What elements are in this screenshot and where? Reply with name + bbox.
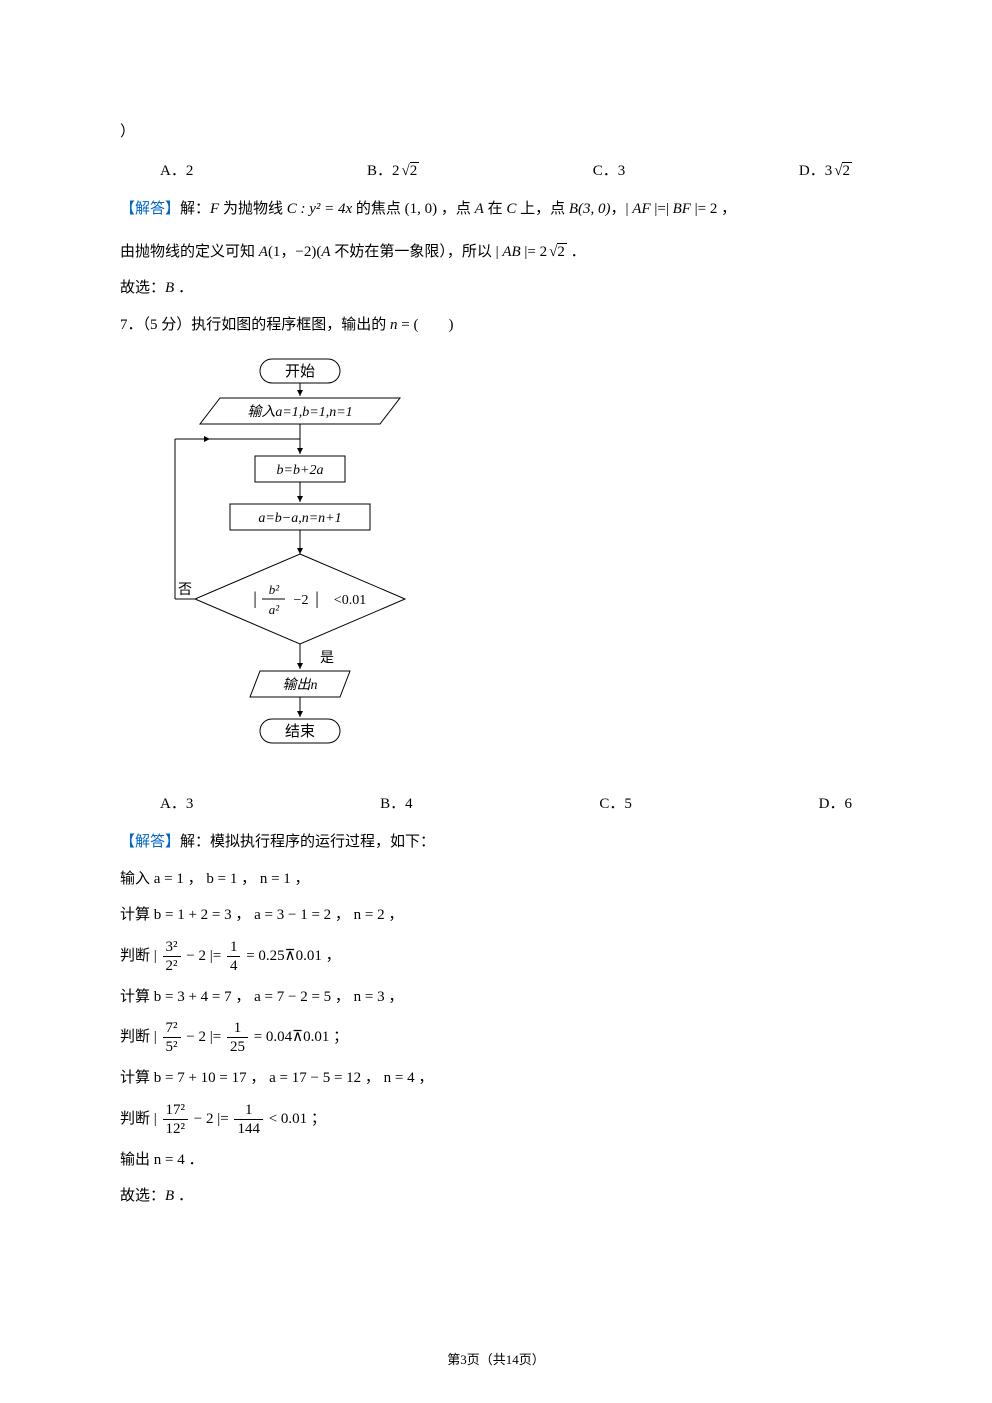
q6-sol-line2: 由抛物线的定义可知 A(1，−2)(A 不妨在第一象限），所以 | AB |= … xyxy=(120,238,892,267)
q6-choose: 故选：B ． xyxy=(120,274,892,303)
svg-text:a²: a² xyxy=(269,602,281,617)
svg-text:是: 是 xyxy=(320,651,334,666)
q7-sol-l5: 计算 b = 3 + 4 = 7 ， a = 7 − 2 = 5 ， n = 3… xyxy=(120,983,892,1012)
page-container: ） A．2 B．22 C．3 D．32 【解答】解：F 为抛物线 C : y² … xyxy=(0,0,992,1403)
svg-text:输出n: 输出n xyxy=(283,677,318,693)
answer-label: 【解答】 xyxy=(120,834,180,850)
flowchart: 开始 输入a=1,b=1,n=1 b=b+2a a=b−a,n=n+1 | b²… xyxy=(150,354,892,775)
q7-sol-l2: 输入 a = 1 ， b = 1 ， n = 1 ， xyxy=(120,865,892,894)
q7-sol-l1: 【解答】解：模拟执行程序的运行过程，如下： xyxy=(120,828,892,857)
q7-sol-l7: 计算 b = 7 + 10 = 17 ， a = 17 − 5 = 12 ， n… xyxy=(120,1064,892,1093)
q6-options: A．2 B．22 C．3 D．32 xyxy=(120,157,892,186)
q7-opt-d: D．6 xyxy=(819,790,852,819)
page-footer: 第3页（共14页） xyxy=(0,1348,992,1373)
q7-sol-l4: 判断 | 3²2² − 2 |= 14 = 0.25⊼0.01 ， xyxy=(120,938,892,975)
opt-c: C．3 xyxy=(593,157,626,186)
q7-options: A．3 B．4 C．5 D．6 xyxy=(120,790,892,819)
q7-opt-c: C．5 xyxy=(599,790,632,819)
svg-text:b=b+2a: b=b+2a xyxy=(277,463,324,478)
q7-stem: 7．（5 分）执行如图的程序框图，输出的 n = ( ) xyxy=(120,311,892,340)
opt-a: A．2 xyxy=(160,157,193,186)
opt-b: B．22 xyxy=(367,157,419,186)
q7-sol-l8: 判断 | 17²12² − 2 |= 1144 < 0.01 ； xyxy=(120,1101,892,1138)
svg-text:否: 否 xyxy=(178,583,192,598)
svg-text:a=b−a,n=n+1: a=b−a,n=n+1 xyxy=(258,511,341,526)
answer-label: 【解答】 xyxy=(120,201,180,217)
svg-text:结束: 结束 xyxy=(285,723,315,740)
q7-sol-l6: 判断 | 7²5² − 2 |= 125 = 0.04⊼0.01 ； xyxy=(120,1019,892,1056)
svg-text:−2: −2 xyxy=(294,593,309,608)
svg-text:|: | xyxy=(315,588,319,608)
q7-sol-l9: 输出 n = 4 ． xyxy=(120,1146,892,1175)
svg-text:<0.01: <0.01 xyxy=(334,593,366,608)
svg-text:输入a=1,b=1,n=1: 输入a=1,b=1,n=1 xyxy=(247,404,352,420)
q7-choose: 故选：B ． xyxy=(120,1182,892,1211)
svg-text:b²: b² xyxy=(269,582,281,597)
q7-opt-a: A．3 xyxy=(160,790,193,819)
frag-top: ） xyxy=(120,118,892,147)
q7-opt-b: B．4 xyxy=(380,790,413,819)
svg-text:开始: 开始 xyxy=(285,363,315,380)
q6-sol-line1: 【解答】解：F 为抛物线 C : y² = 4x 的焦点 (1, 0) ，点 A… xyxy=(120,195,892,224)
svg-text:|: | xyxy=(253,588,257,608)
q7-sol-l3: 计算 b = 1 + 2 = 3 ， a = 3 − 1 = 2 ， n = 2… xyxy=(120,901,892,930)
opt-d: D．32 xyxy=(799,157,852,186)
flowchart-svg: 开始 输入a=1,b=1,n=1 b=b+2a a=b−a,n=n+1 | b²… xyxy=(150,354,450,764)
